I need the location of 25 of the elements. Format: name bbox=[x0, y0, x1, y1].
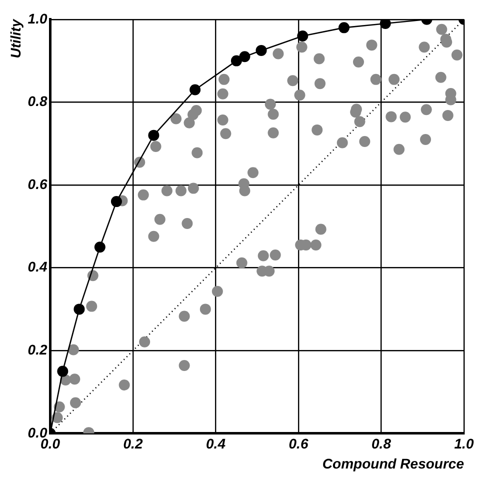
x-tick-label: 1.0 bbox=[454, 436, 474, 452]
point bbox=[148, 130, 160, 141]
x-tick-label: 0.8 bbox=[372, 436, 392, 452]
y-tick-label: 1.0 bbox=[28, 10, 48, 26]
point bbox=[256, 44, 267, 56]
point bbox=[338, 22, 350, 34]
point bbox=[297, 30, 308, 42]
point bbox=[190, 84, 201, 96]
point bbox=[239, 51, 250, 62]
point bbox=[74, 304, 85, 315]
y-tick-label: 0.4 bbox=[28, 258, 48, 275]
y-tick-label: 0.8 bbox=[28, 93, 48, 110]
point bbox=[110, 196, 122, 208]
point bbox=[380, 19, 391, 30]
y-tick-label: 0.0 bbox=[28, 424, 48, 440]
y-axis-title: Utility bbox=[7, 18, 24, 58]
x-tick-label: 0.2 bbox=[123, 436, 143, 452]
y-tick-label: 0.2 bbox=[28, 341, 48, 358]
x-axis-title: Compound Resource bbox=[322, 455, 464, 472]
point bbox=[94, 242, 106, 253]
point bbox=[57, 366, 68, 377]
x-tick-label: 0.6 bbox=[288, 436, 308, 452]
x-tick-label: 0.4 bbox=[206, 436, 226, 452]
y-tick-label: 0.6 bbox=[28, 176, 48, 192]
point bbox=[230, 55, 242, 66]
